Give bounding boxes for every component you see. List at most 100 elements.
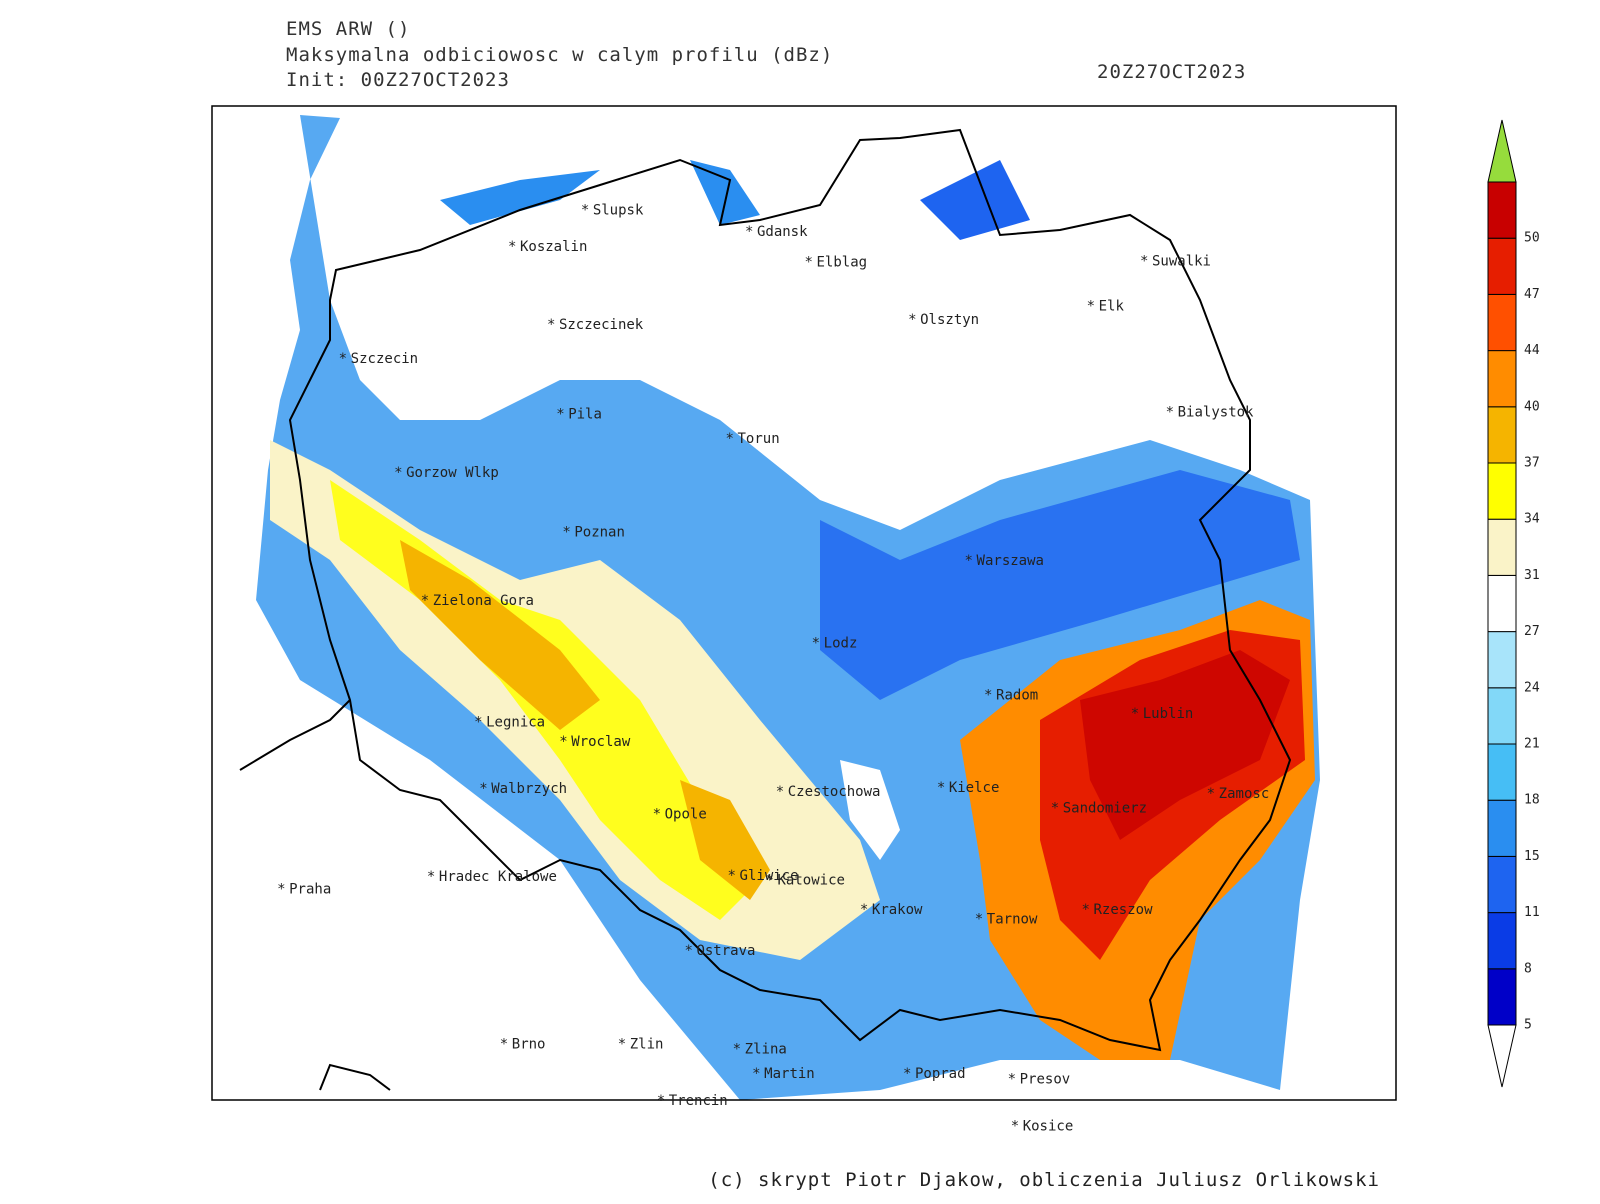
- city-marker: *: [725, 431, 733, 447]
- city-marker: *: [684, 943, 692, 959]
- city-marker: *: [776, 784, 784, 800]
- legend-swatch: [1487, 462, 1517, 520]
- city-name: Warszawa: [977, 553, 1044, 569]
- city-name: Brno: [512, 1036, 546, 1052]
- city-marker: *: [1008, 1071, 1016, 1087]
- legend-level: 21: [1524, 737, 1540, 752]
- city-name: Zlina: [745, 1042, 787, 1058]
- city-marker: *: [479, 781, 487, 797]
- city-marker: *: [1087, 299, 1095, 315]
- city-name: Elblag: [816, 255, 867, 271]
- city-marker: *: [937, 780, 945, 796]
- city-name: Czestochowa: [788, 784, 881, 800]
- city-name: Elk: [1099, 299, 1125, 315]
- city-name: Bialystok: [1178, 404, 1254, 420]
- legend-swatch: [1487, 518, 1517, 576]
- city-marker: *: [733, 1042, 741, 1058]
- legend-level: 15: [1524, 849, 1540, 864]
- city-marker: *: [728, 868, 736, 884]
- city-name: Kosice: [1023, 1119, 1074, 1135]
- legend-swatch: [1487, 237, 1517, 295]
- legend-level: 37: [1524, 456, 1540, 471]
- city-name: Szczecin: [351, 351, 418, 367]
- city-name: Poznan: [574, 524, 625, 540]
- legend-level: 44: [1524, 343, 1540, 358]
- city-name: Trencin: [669, 1093, 728, 1109]
- legend-level: 40: [1524, 399, 1540, 414]
- legend-swatch: [1487, 350, 1517, 408]
- city-marker: *: [766, 872, 774, 888]
- borders: [239, 128, 1292, 1091]
- city-name: Koszalin: [520, 239, 587, 255]
- legend-swatch: [1487, 743, 1517, 801]
- legend-swatch: [1487, 687, 1517, 745]
- city-marker: *: [1207, 786, 1215, 802]
- city-marker: *: [812, 635, 820, 651]
- legend-swatch: [1487, 799, 1517, 857]
- legend-level: 27: [1524, 624, 1540, 639]
- city-name: Poprad: [915, 1066, 966, 1082]
- city-name: Praha: [289, 882, 331, 898]
- city-name: Zielona Gora: [433, 593, 534, 609]
- city-name: Sandomierz: [1063, 800, 1147, 816]
- city-name: Rzeszow: [1094, 902, 1154, 918]
- city-marker: *: [559, 734, 567, 750]
- city-name: Lublin: [1143, 706, 1194, 722]
- city-name: Opole: [665, 807, 707, 823]
- city-marker: *: [500, 1036, 508, 1052]
- city-marker: *: [860, 902, 868, 918]
- credits: (c) skrypt Piotr Djakow, obliczenia Juli…: [708, 1169, 1380, 1191]
- legend-level: 34: [1524, 512, 1540, 527]
- city-name: Radom: [996, 688, 1038, 704]
- color-legend: 5 8 11 15 18 21 24 27 31 34 37 40 44 47 50: [1487, 119, 1540, 1088]
- legend-swatch: [1487, 631, 1517, 689]
- city-marker: *: [908, 312, 916, 328]
- city-marker: *: [562, 524, 570, 540]
- field-title: Maksymalna odbiciowosc w calym profilu (…: [286, 44, 833, 66]
- legend-above: [1487, 119, 1517, 183]
- city-marker: *: [427, 869, 435, 885]
- city-marker: *: [1051, 800, 1059, 816]
- legend-swatch: [1487, 855, 1517, 914]
- city-marker: *: [745, 224, 753, 240]
- city-name: Kielce: [949, 780, 1000, 796]
- city-name: Walbrzych: [491, 781, 567, 797]
- legend-level: 11: [1524, 905, 1540, 920]
- city-name: Suwalki: [1152, 254, 1211, 270]
- city-name: Gliwice: [740, 868, 799, 884]
- valid-time: 20Z27OCT2023: [1097, 61, 1246, 83]
- city-name: Olsztyn: [920, 312, 979, 328]
- city-name: Pila: [568, 406, 602, 422]
- city-marker: *: [394, 465, 402, 481]
- city-marker: *: [1166, 404, 1174, 420]
- city-name: Hradec Kralowe: [439, 869, 557, 885]
- city-name: Presov: [1020, 1071, 1071, 1087]
- city-name: Tarnow: [987, 911, 1038, 927]
- city-marker: *: [581, 202, 589, 218]
- city-marker: *: [1131, 706, 1139, 722]
- legend-swatch: [1487, 293, 1517, 352]
- legend-swatch: [1487, 406, 1517, 464]
- city-name: Legnica: [486, 714, 545, 730]
- city-marker: *: [903, 1066, 911, 1082]
- city-name: Ostrava: [696, 943, 755, 959]
- city-marker: *: [1140, 254, 1148, 270]
- city-marker: *: [1011, 1119, 1019, 1135]
- legend-level: 5: [1524, 1018, 1532, 1033]
- legend-level: 24: [1524, 680, 1540, 695]
- city-marker: *: [556, 406, 564, 422]
- city-marker: *: [657, 1093, 665, 1109]
- city-name: Lodz: [824, 635, 858, 651]
- city-marker: *: [975, 911, 983, 927]
- city-marker: *: [965, 553, 973, 569]
- city-marker: *: [752, 1066, 760, 1082]
- city-name: Gdansk: [757, 224, 808, 240]
- city-name: Martin: [764, 1066, 815, 1082]
- city-marker: *: [653, 807, 661, 823]
- city-name: Katowice: [778, 872, 845, 888]
- city-marker: *: [508, 239, 516, 255]
- legend-swatch: [1487, 574, 1517, 633]
- city-name: Wroclaw: [571, 734, 631, 750]
- city-name: Torun: [737, 431, 779, 447]
